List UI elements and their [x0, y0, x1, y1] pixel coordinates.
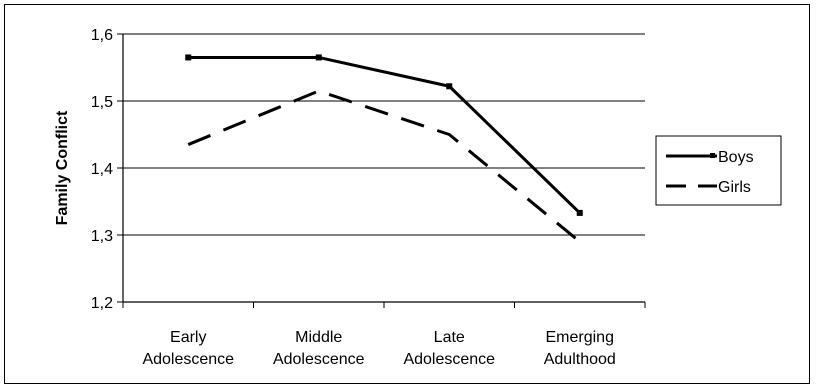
x-tick-label-line-1-1: Adolescence — [273, 351, 365, 368]
y-tick-label-4: 1,6 — [91, 27, 113, 44]
legend-label-boys: Boys — [718, 149, 754, 166]
data-point-boys-0 — [185, 54, 192, 61]
data-point-boys-2 — [446, 83, 453, 90]
x-tick-label-1: Middle Adolescence — [273, 329, 365, 368]
chart-frame: 1,2 1,3 1,4 1,5 1,6 Early Adolescence Middle Ad… — [4, 4, 810, 384]
legend-box — [655, 135, 782, 206]
x-tick-label-line-3-0: Emerging — [546, 329, 614, 346]
y-ticks: 1,2 1,3 1,4 1,5 1,6 — [91, 27, 123, 312]
x-tick-label-line-0-1: Adolescence — [142, 351, 234, 368]
y-tick-label-2: 1,4 — [91, 161, 113, 178]
data-point-boys-1 — [315, 54, 322, 61]
x-tick-label-line-2-0: Late — [434, 329, 465, 346]
legend: Boys Girls — [655, 135, 782, 206]
y-axis-label: Family Conflict — [54, 110, 71, 225]
series-line-boys — [188, 55, 581, 214]
x-tick-label-2: Late Adolescence — [403, 329, 495, 368]
x-tick-label-line-1-0: Middle — [295, 329, 342, 346]
legend-label-girls: Girls — [718, 179, 751, 196]
line-chart: 1,2 1,3 1,4 1,5 1,6 Early Adolescence Middle Ad… — [54, 27, 782, 368]
y-tick-label-1: 1,3 — [91, 228, 113, 245]
legend-marker-boys — [710, 153, 715, 158]
x-ticks: Early Adolescence Middle Adolescence Late Ado… — [122, 302, 646, 368]
y-tick-label-0: 1,2 — [91, 295, 113, 312]
x-tick-label-3: Emerging Adulthood — [544, 329, 616, 368]
series — [185, 54, 583, 243]
data-point-boys-3 — [576, 209, 583, 216]
y-tick-label-3: 1,5 — [91, 94, 113, 111]
series-line-girls — [187, 89, 581, 243]
x-tick-label-0: Early Adolescence — [142, 329, 234, 368]
x-tick-label-line-3-1: Adulthood — [544, 351, 616, 368]
gridlines — [123, 33, 645, 236]
x-tick-label-line-2-1: Adolescence — [403, 351, 495, 368]
x-tick-label-line-0-0: Early — [170, 329, 206, 346]
